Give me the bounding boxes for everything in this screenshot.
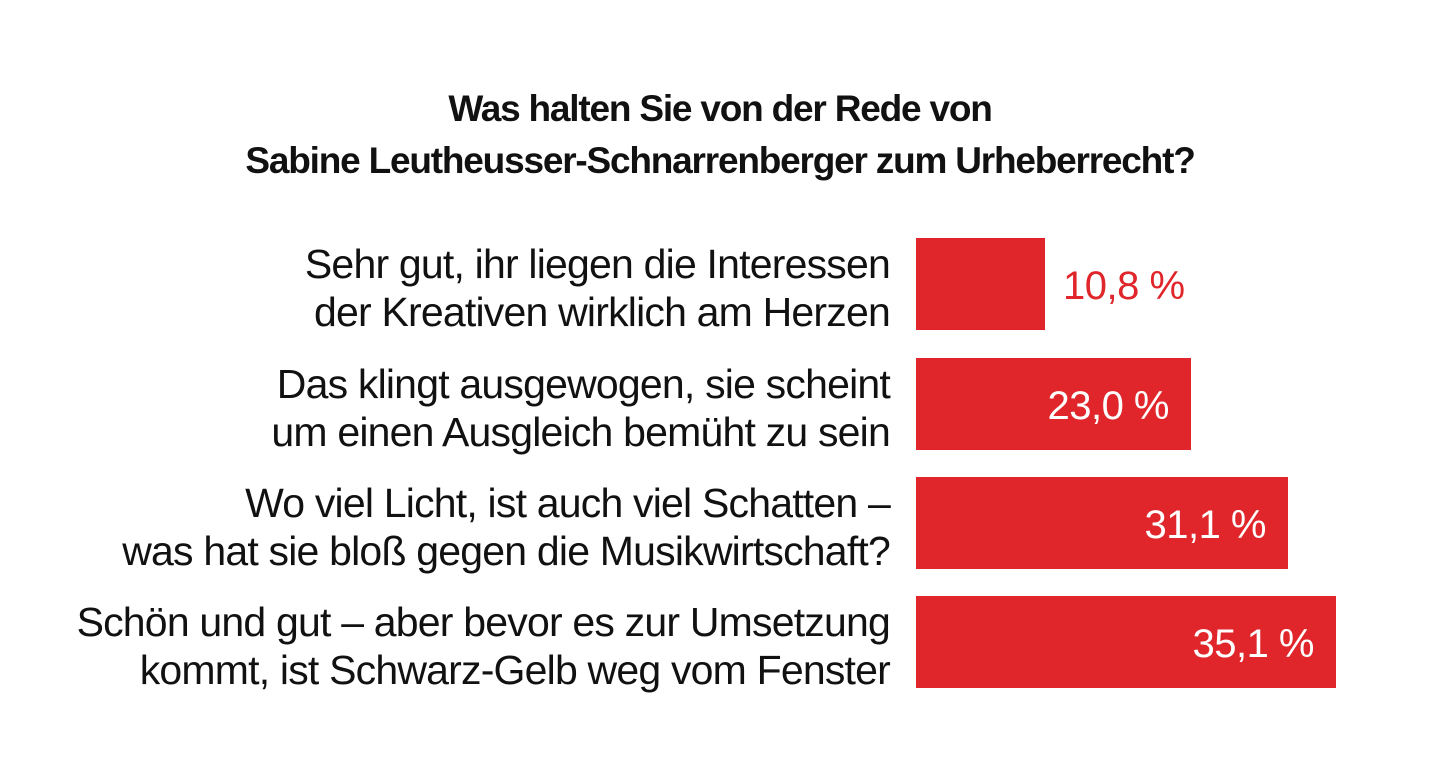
category-label: Das klingt ausgewogen, sie scheint — [276, 361, 891, 407]
value-label: 35,1 % — [1192, 622, 1314, 666]
chart-title-line-1: Was halten Sie von der Rede von — [448, 88, 992, 129]
category-label: was hat sie bloß gegen die Musikwirtscha… — [122, 528, 891, 574]
bar — [916, 358, 1191, 450]
bar — [916, 477, 1288, 569]
category-label: Wo viel Licht, ist auch viel Schatten – — [245, 480, 891, 526]
category-label: Sehr gut, ihr liegen die Interessen — [304, 241, 891, 287]
chart-title-line-2: Sabine Leutheusser-Schnarrenberger zum U… — [245, 140, 1195, 181]
bar — [916, 238, 1045, 330]
category-label: Schön und gut – aber bevor es zur Umsetz… — [76, 599, 891, 645]
category-label: der Kreativen wirklich am Herzen — [314, 289, 891, 335]
value-label: 10,8 % — [1063, 264, 1185, 308]
value-label: 23,0 % — [1047, 384, 1169, 428]
bar — [916, 596, 1336, 688]
value-label: 31,1 % — [1144, 503, 1266, 547]
category-label: um einen Ausgleich bemüht zu sein — [271, 409, 890, 455]
category-label: kommt, ist Schwarz-Gelb weg vom Fenster — [139, 647, 891, 693]
